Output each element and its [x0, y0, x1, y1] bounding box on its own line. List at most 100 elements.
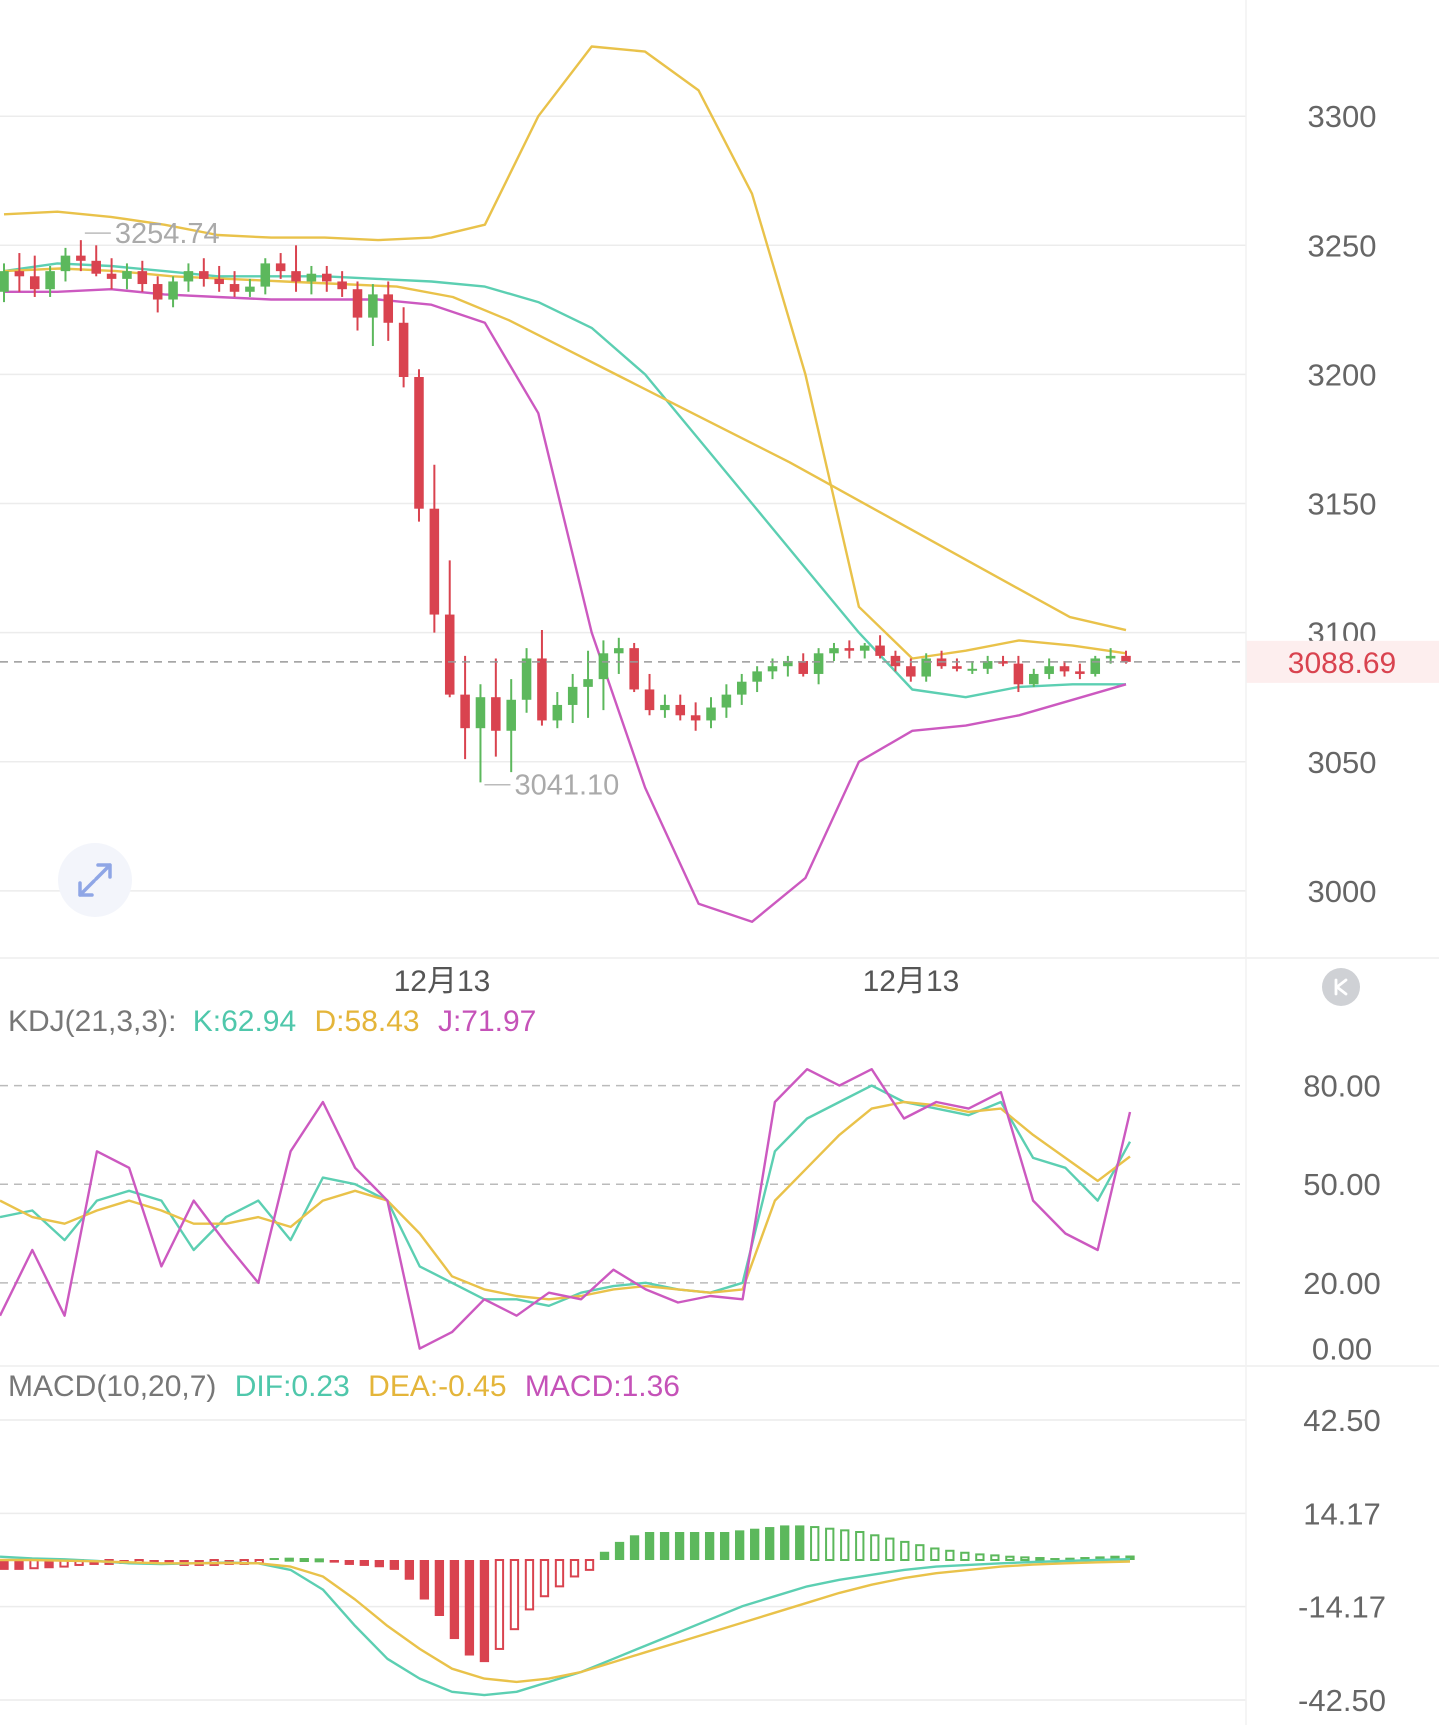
candle-body	[921, 658, 931, 677]
macd-bar	[840, 1529, 850, 1561]
macd-bar	[990, 1554, 1000, 1561]
candle-body	[260, 263, 271, 287]
candle-body	[475, 697, 486, 729]
candle-body	[491, 697, 501, 731]
k-icon	[1334, 978, 1348, 996]
macd-bar	[614, 1541, 625, 1560]
candle-body	[798, 661, 808, 674]
macd-bar	[1005, 1555, 1015, 1562]
candle-body	[45, 271, 55, 290]
macd-bar	[629, 1535, 640, 1560]
macd-bar	[329, 1560, 339, 1563]
macd-bar	[960, 1551, 970, 1561]
candle-body	[998, 661, 1008, 664]
candle-body	[183, 271, 194, 282]
candle-body	[414, 377, 424, 509]
ma_long-band-line	[3, 267, 1127, 632]
candle-body	[537, 658, 547, 721]
candle-body	[245, 286, 255, 292]
candle-body	[199, 271, 209, 279]
candle-body	[721, 694, 732, 708]
macd-bar	[975, 1553, 985, 1562]
macd-bar	[1095, 1556, 1105, 1560]
macd-bar	[344, 1560, 354, 1565]
macd-bar	[284, 1557, 294, 1562]
candle-body	[229, 284, 240, 292]
kdj-axis: 80.00 50.00 20.00 0.00	[1303, 1069, 1381, 1367]
macd-bar	[359, 1560, 369, 1566]
kdj-tick: 50.00	[1303, 1167, 1381, 1202]
macd-grid	[0, 1419, 1246, 1701]
macd-bar	[644, 1532, 655, 1560]
candle-body	[783, 661, 793, 667]
candle-body	[952, 666, 962, 669]
kdj-tick: 80.00	[1303, 1069, 1381, 1104]
macd-bar	[479, 1560, 490, 1663]
candle-body	[29, 276, 40, 290]
candle-body	[567, 686, 578, 705]
price-tick: 3000	[1308, 874, 1377, 909]
macd-legend: MACD(10,20,7) DIF:0.23 DEA:-0.45 MACD:1.…	[8, 1370, 680, 1403]
candle-body	[306, 273, 317, 282]
macd-bar	[389, 1560, 400, 1570]
expand-button[interactable]	[58, 843, 132, 917]
macd-bar	[314, 1558, 324, 1563]
low-label: 3041.10	[514, 770, 619, 802]
macd-dea-line	[0, 1558, 1131, 1684]
high-label: 3254.74	[115, 218, 220, 250]
macd-bar	[269, 1558, 279, 1561]
macd-bar	[149, 1560, 159, 1564]
candle-body	[122, 271, 132, 279]
candle-body	[767, 666, 778, 672]
candle-body	[137, 271, 148, 285]
macd-macd-value: MACD:1.36	[525, 1370, 680, 1403]
price-tick: 3300	[1308, 99, 1377, 134]
candle-body	[982, 661, 993, 669]
macd-bar	[374, 1560, 384, 1568]
candle-body	[337, 281, 347, 290]
candle-body	[521, 658, 532, 700]
date-tick: 12月13	[863, 965, 960, 998]
macd-bar	[825, 1527, 835, 1562]
candle-body	[875, 645, 885, 656]
upper-band-line	[3, 45, 1127, 660]
macd-dif-value: DIF:0.23	[235, 1370, 350, 1403]
macd-bar	[795, 1525, 805, 1560]
macd-bar	[434, 1560, 445, 1616]
macd-bar	[1035, 1557, 1045, 1562]
candle-body	[152, 284, 163, 300]
macd-bar	[765, 1527, 775, 1560]
expand-icon	[78, 863, 112, 897]
candle-body	[368, 294, 378, 318]
candle-body	[552, 704, 563, 721]
macd-bar	[299, 1558, 309, 1563]
candle-body	[629, 648, 639, 690]
candle-body	[91, 260, 101, 274]
macd-bar	[584, 1559, 595, 1571]
macd-bar	[539, 1559, 550, 1598]
candle-body	[383, 294, 394, 323]
candle-body	[583, 679, 593, 687]
candle-body	[1013, 663, 1024, 685]
macd-bar	[494, 1559, 505, 1650]
candle-body	[444, 614, 455, 695]
price-tick: 3050	[1308, 745, 1377, 780]
macd-bar	[810, 1526, 820, 1562]
macd-tick: 42.50	[1303, 1403, 1381, 1438]
macd-bar	[930, 1547, 940, 1561]
price-tick: 3250	[1308, 228, 1377, 263]
candle-body	[352, 289, 363, 318]
kdj-d-line	[0, 1100, 1131, 1301]
candle-body	[1121, 655, 1131, 662]
macd-bar	[14, 1560, 24, 1570]
candle-body	[675, 704, 686, 716]
candle-body	[0, 271, 9, 292]
candle-body	[1059, 666, 1070, 672]
candle-body	[644, 689, 655, 711]
low-marker: 3041.10	[484, 770, 619, 802]
current-price-tag: 3088.69	[1288, 647, 1396, 680]
collapse-k-button[interactable]	[1322, 968, 1360, 1006]
macd-bar	[0, 1560, 9, 1570]
